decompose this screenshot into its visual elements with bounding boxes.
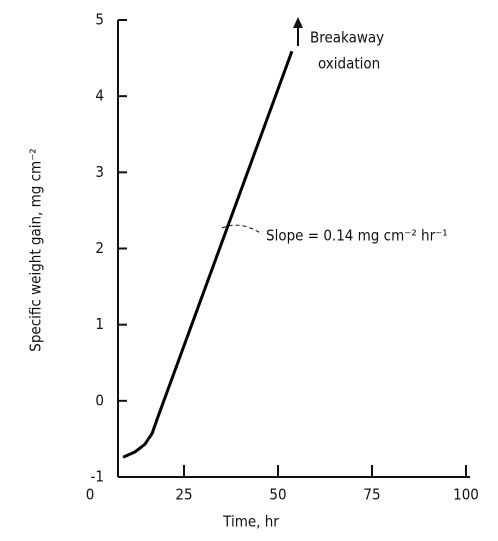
- y-tick-label: 1: [95, 315, 104, 333]
- annotation: Slope = 0.14 mg cm⁻² hr⁻¹: [266, 227, 448, 245]
- y-tick-label: 0: [95, 391, 104, 409]
- leader-line: [221, 224, 263, 235]
- x-axis-label: Time, hr: [222, 513, 279, 531]
- annotation: oxidation: [318, 55, 380, 73]
- x-tick-label: 50: [269, 486, 286, 504]
- y-tick-label: -1: [91, 468, 104, 486]
- y-tick-label: 4: [95, 87, 104, 105]
- x-tick-label: 0: [86, 486, 95, 504]
- x-tick-label: 25: [175, 486, 192, 504]
- y-axis-label: Specific weight gain, mg cm⁻²: [27, 148, 45, 351]
- annotation: Breakaway: [310, 29, 384, 47]
- x-tick-label: 100: [453, 486, 479, 504]
- data-line: [122, 50, 294, 459]
- y-tick-label: 2: [95, 239, 104, 257]
- y-tick-label: 5: [95, 11, 104, 29]
- y-tick-label: 3: [95, 163, 104, 181]
- x-tick-label: 75: [363, 486, 380, 504]
- arrow-head: [293, 17, 303, 28]
